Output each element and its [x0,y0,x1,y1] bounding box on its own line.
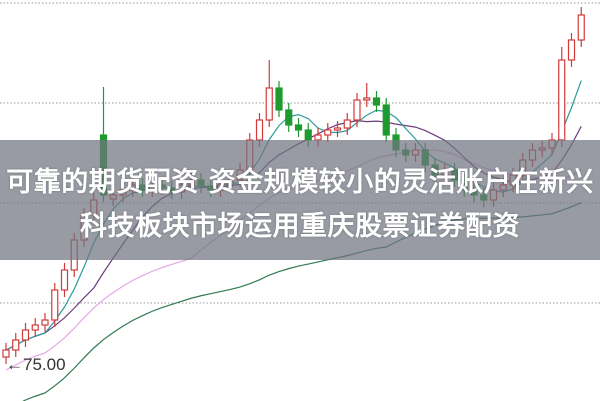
candle-down [382,98,390,142]
candle-body [255,119,264,141]
candle-body [333,127,342,131]
candle-body [12,339,20,351]
candle-body [31,324,39,331]
candle-up [558,47,566,147]
candle-down [294,118,303,137]
candle-up [353,93,361,127]
candle-body [41,319,49,326]
candle-up [2,343,10,364]
candle-body [558,59,566,141]
candle-up [324,123,332,142]
candle-up [21,323,30,347]
candle-up [363,83,371,107]
candle-down [285,103,293,132]
candle-down [275,81,283,117]
candle-body [363,97,371,101]
candle-up [333,121,342,137]
headline-line-1: 可靠的期货配资 资金规模较小的灵活账户在新兴 [6,167,594,198]
headline-overlay [0,140,600,260]
candle-body [285,109,293,126]
candle-body [324,129,332,136]
candle-body [382,104,390,136]
candle-body [51,289,59,321]
headline-line-2: 科技板块市场运用重庆股票证券配资 [80,211,520,242]
candle-down [372,91,381,112]
candle-body [372,97,381,106]
candle-body [343,119,351,129]
candle-body [60,269,69,291]
candle-body [577,14,585,41]
candle-up [51,283,59,327]
candle-body [567,39,576,61]
candle-body [294,124,303,131]
candle-up [60,263,69,297]
candle-up [41,313,49,332]
price-marker-value: 75.00 [23,355,66,374]
candle-up [343,113,351,135]
candle-up [577,7,585,47]
candle-up [31,318,39,337]
candle-up [265,60,273,127]
candle-body [21,329,30,341]
candle-up [12,333,20,357]
candle-up [567,33,576,67]
price-marker: ←75.00 [6,355,66,374]
candle-body [275,87,283,111]
candle-body [353,99,361,121]
candle-body [265,87,273,121]
candle-body [304,129,312,141]
candle-body [2,349,10,358]
